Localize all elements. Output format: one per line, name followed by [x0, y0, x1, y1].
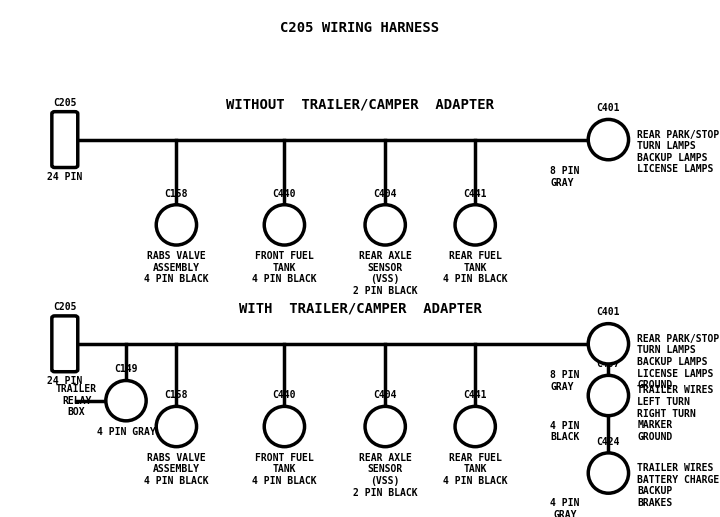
Ellipse shape — [156, 406, 197, 447]
Text: C424: C424 — [597, 437, 620, 447]
Text: 24 PIN: 24 PIN — [48, 172, 82, 181]
Text: TRAILER WIRES
LEFT TURN
RIGHT TURN
MARKER
GROUND: TRAILER WIRES LEFT TURN RIGHT TURN MARKE… — [637, 386, 714, 442]
Text: 8 PIN
GRAY: 8 PIN GRAY — [550, 166, 580, 188]
Text: 4 PIN
BLACK: 4 PIN BLACK — [550, 421, 580, 443]
Text: C401: C401 — [597, 308, 620, 317]
Text: REAR FUEL
TANK
4 PIN BLACK: REAR FUEL TANK 4 PIN BLACK — [443, 251, 508, 284]
Text: FRONT FUEL
TANK
4 PIN BLACK: FRONT FUEL TANK 4 PIN BLACK — [252, 251, 317, 284]
Ellipse shape — [588, 119, 629, 160]
Ellipse shape — [455, 205, 495, 245]
Ellipse shape — [106, 381, 146, 421]
Text: C149: C149 — [114, 364, 138, 374]
Text: C441: C441 — [464, 189, 487, 199]
Text: C407: C407 — [597, 359, 620, 369]
Text: 4 PIN GRAY: 4 PIN GRAY — [96, 427, 156, 437]
Ellipse shape — [365, 205, 405, 245]
Text: REAR FUEL
TANK
4 PIN BLACK: REAR FUEL TANK 4 PIN BLACK — [443, 453, 508, 486]
Ellipse shape — [588, 375, 629, 416]
Text: C401: C401 — [597, 103, 620, 113]
Text: TRAILER
RELAY
BOX: TRAILER RELAY BOX — [56, 384, 97, 417]
Ellipse shape — [156, 205, 197, 245]
Ellipse shape — [264, 406, 305, 447]
Text: C158: C158 — [165, 189, 188, 199]
Ellipse shape — [365, 406, 405, 447]
Text: REAR PARK/STOP
TURN LAMPS
BACKUP LAMPS
LICENSE LAMPS: REAR PARK/STOP TURN LAMPS BACKUP LAMPS L… — [637, 130, 719, 174]
Text: C205: C205 — [53, 98, 76, 108]
Text: RABS VALVE
ASSEMBLY
4 PIN BLACK: RABS VALVE ASSEMBLY 4 PIN BLACK — [144, 453, 209, 486]
Ellipse shape — [264, 205, 305, 245]
Text: C440: C440 — [273, 189, 296, 199]
Text: WITHOUT  TRAILER/CAMPER  ADAPTER: WITHOUT TRAILER/CAMPER ADAPTER — [226, 97, 494, 111]
FancyBboxPatch shape — [52, 316, 78, 372]
Text: RABS VALVE
ASSEMBLY
4 PIN BLACK: RABS VALVE ASSEMBLY 4 PIN BLACK — [144, 251, 209, 284]
Text: C205 WIRING HARNESS: C205 WIRING HARNESS — [280, 21, 440, 35]
Text: C440: C440 — [273, 390, 296, 400]
Text: 8 PIN
GRAY: 8 PIN GRAY — [550, 370, 580, 392]
Ellipse shape — [588, 453, 629, 493]
Text: FRONT FUEL
TANK
4 PIN BLACK: FRONT FUEL TANK 4 PIN BLACK — [252, 453, 317, 486]
Text: REAR AXLE
SENSOR
(VSS)
2 PIN BLACK: REAR AXLE SENSOR (VSS) 2 PIN BLACK — [353, 251, 418, 296]
Text: C404: C404 — [374, 390, 397, 400]
Text: 24 PIN: 24 PIN — [48, 376, 82, 386]
FancyBboxPatch shape — [52, 112, 78, 168]
Ellipse shape — [455, 406, 495, 447]
Text: C404: C404 — [374, 189, 397, 199]
Text: REAR AXLE
SENSOR
(VSS)
2 PIN BLACK: REAR AXLE SENSOR (VSS) 2 PIN BLACK — [353, 453, 418, 498]
Text: WITH  TRAILER/CAMPER  ADAPTER: WITH TRAILER/CAMPER ADAPTER — [238, 301, 482, 315]
Text: TRAILER WIRES
BATTERY CHARGE
BACKUP
BRAKES: TRAILER WIRES BATTERY CHARGE BACKUP BRAK… — [637, 463, 719, 508]
Ellipse shape — [588, 324, 629, 364]
Text: C441: C441 — [464, 390, 487, 400]
Text: 4 PIN
GRAY: 4 PIN GRAY — [550, 498, 580, 517]
Text: C158: C158 — [165, 390, 188, 400]
Text: REAR PARK/STOP
TURN LAMPS
BACKUP LAMPS
LICENSE LAMPS
GROUND: REAR PARK/STOP TURN LAMPS BACKUP LAMPS L… — [637, 334, 719, 390]
Text: C205: C205 — [53, 302, 76, 312]
